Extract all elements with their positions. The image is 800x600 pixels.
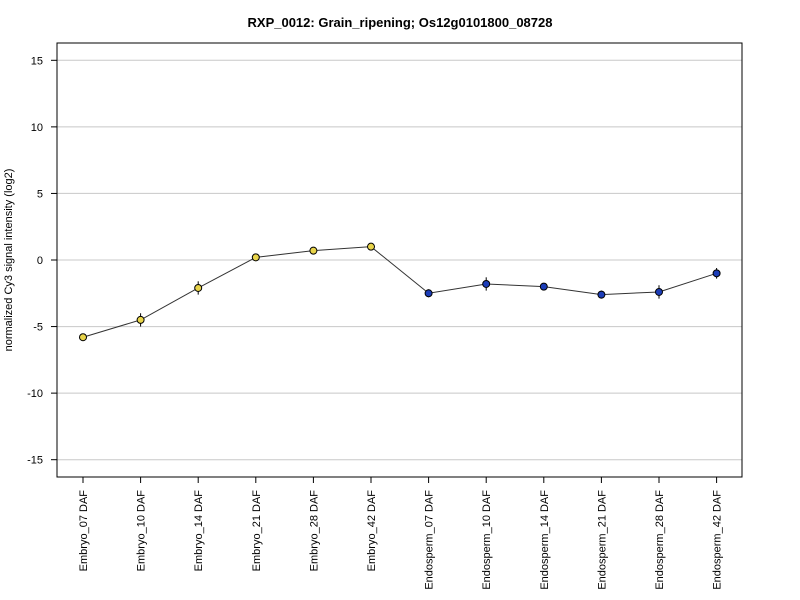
data-point bbox=[136, 315, 145, 324]
y-axis-label: normalized Cy3 signal intensity (log2) bbox=[3, 169, 15, 352]
y-tick-label: 0 bbox=[37, 255, 43, 267]
y-tick-label: -5 bbox=[33, 322, 43, 334]
data-point bbox=[482, 279, 491, 288]
series-line-path bbox=[82, 246, 717, 338]
x-tick-label: Embryo_14 DAF bbox=[193, 490, 205, 572]
x-tick-label: Endosperm_14 DAF bbox=[539, 490, 551, 590]
data-point bbox=[597, 290, 606, 299]
x-tick-label: Embryo_07 DAF bbox=[78, 490, 90, 572]
x-tick-label: Embryo_21 DAF bbox=[251, 490, 263, 572]
y-tick-label: 15 bbox=[31, 55, 43, 67]
x-tick-label: Endosperm_42 DAF bbox=[712, 490, 724, 590]
data-point bbox=[367, 242, 375, 251]
data-points bbox=[79, 242, 721, 342]
x-tick-label: Embryo_10 DAF bbox=[136, 490, 148, 572]
y-tick-label: -15 bbox=[27, 455, 43, 467]
data-point bbox=[309, 246, 318, 255]
x-tick-label: Endosperm_07 DAF bbox=[424, 490, 436, 590]
x-tick-label: Embryo_42 DAF bbox=[366, 490, 378, 572]
chart-title: RXP_0012: Grain_ripening; Os12g0101800_0… bbox=[248, 15, 553, 30]
x-tick-label: Endosperm_10 DAF bbox=[481, 490, 493, 590]
series-line bbox=[82, 246, 717, 338]
grid bbox=[57, 59, 742, 461]
data-point bbox=[194, 283, 203, 292]
y-tick-label: 5 bbox=[37, 188, 43, 200]
data-point bbox=[655, 287, 663, 296]
data-point bbox=[251, 253, 260, 262]
error-bars bbox=[82, 244, 718, 340]
data-point bbox=[79, 333, 87, 342]
x-tick-label: Endosperm_28 DAF bbox=[654, 490, 666, 590]
data-point bbox=[424, 289, 433, 298]
x-tick-label: Embryo_28 DAF bbox=[308, 490, 320, 572]
data-point bbox=[539, 282, 548, 291]
x-tick-label: Endosperm_21 DAF bbox=[596, 490, 608, 590]
x-axis: Embryo_07 DAF Embryo_10 DAF Embryo_14 DAF E… bbox=[78, 477, 724, 590]
y-tick-label: -10 bbox=[27, 388, 43, 400]
y-axis: 15 10 5 0 -5 -10 -15 bbox=[27, 55, 57, 467]
y-tick-label: 10 bbox=[31, 122, 43, 134]
data-point bbox=[712, 269, 721, 278]
